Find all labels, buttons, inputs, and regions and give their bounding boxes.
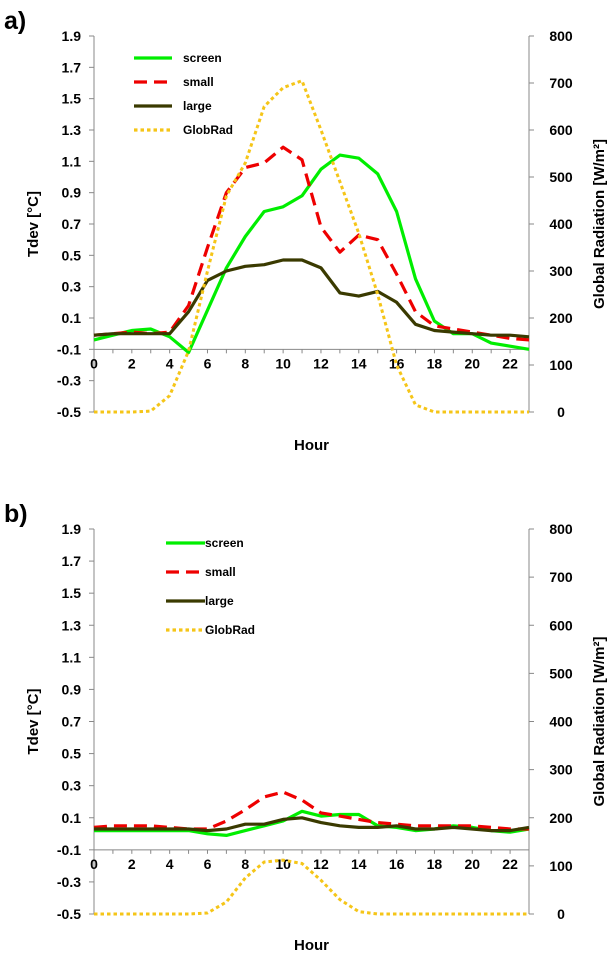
y2-tick-label: 700 [549, 75, 573, 91]
y2-tick-label: 600 [549, 122, 573, 138]
legend-label-globrad: GlobRad [183, 123, 233, 137]
x-axis-title: Hour [294, 937, 329, 954]
y-tick-label: 0.7 [62, 216, 82, 232]
y-tick-label: 1.3 [62, 122, 82, 138]
x-tick-label: 12 [313, 856, 329, 872]
y-axis-title: Tdev [°C] [25, 191, 42, 257]
series-line-globrad [94, 858, 529, 916]
x-tick-label: 10 [275, 856, 291, 872]
y-tick-label: -0.1 [57, 842, 81, 858]
y-tick-label: 0.5 [62, 746, 82, 762]
x-tick-label: 20 [464, 856, 480, 872]
y-tick-label: 1.9 [62, 28, 82, 44]
y2-tick-label: 0 [557, 906, 565, 922]
y-tick-label: 1.7 [62, 553, 82, 569]
x-tick-label: 22 [502, 355, 518, 371]
x-tick-label: 12 [313, 355, 329, 371]
y-tick-label: 1.5 [62, 91, 82, 107]
series-line-globrad [94, 79, 529, 414]
series-line-large [93, 258, 530, 339]
x-tick-label: 18 [427, 856, 443, 872]
y-tick-label: 1.5 [62, 585, 82, 601]
x-tick-label: 0 [90, 856, 98, 872]
legend-label-large: large [205, 594, 234, 608]
x-tick-label: 22 [502, 856, 518, 872]
y2-tick-label: 0 [557, 404, 565, 420]
legend-label-large: large [183, 99, 212, 113]
x-tick-label: 14 [351, 856, 367, 872]
x-tick-label: 10 [275, 355, 291, 371]
series-line-screen [93, 153, 530, 355]
y2-tick-label: 100 [549, 858, 573, 874]
x-tick-label: 18 [427, 355, 443, 371]
y-tick-label: 1.1 [62, 153, 82, 169]
y-tick-label: -0.3 [57, 373, 81, 389]
y2-tick-label: 700 [549, 569, 573, 585]
x-tick-label: 4 [166, 856, 174, 872]
y-tick-label: 0.3 [62, 279, 82, 295]
y-tick-label: 0.1 [62, 810, 82, 826]
series-line-large [94, 816, 530, 833]
x-tick-label: 16 [389, 355, 405, 371]
y-tick-label: 0.9 [62, 185, 82, 201]
legend-label-screen: screen [183, 51, 222, 65]
y2-tick-label: 800 [549, 521, 573, 537]
y2-tick-label: 500 [549, 665, 573, 681]
y2-tick-label: 200 [549, 810, 573, 826]
chart-b: -0.5 -0.3 -0.1 0.1 0.3 0.5 0.7 0.9 1.1 1.3 1.5 1.7 1… [25, 521, 608, 954]
panel-label-b: b) [4, 500, 28, 528]
y2-axis-title: Global Radiation [W/m²] [591, 637, 608, 807]
y-tick-label: 1.7 [62, 59, 82, 75]
y-tick-label: 0.9 [62, 681, 82, 697]
y-tick-label: 1.3 [62, 617, 82, 633]
legend-label-screen: screen [205, 536, 244, 550]
x-tick-label: 8 [241, 355, 249, 371]
y-tick-label: 0.3 [62, 778, 82, 794]
x-tick-label: 2 [128, 355, 136, 371]
series-line-screen [94, 809, 530, 838]
y-tick-label: -0.3 [57, 874, 81, 890]
x-tick-label: 0 [90, 355, 98, 371]
legend-label-globrad: GlobRad [205, 623, 255, 637]
y-tick-label: 1.1 [62, 649, 82, 665]
x-tick-label: 14 [351, 355, 367, 371]
y2-tick-label: 300 [549, 762, 573, 778]
y2-tick-label: 500 [549, 169, 573, 185]
legend-label-small: small [183, 75, 214, 89]
legend-label-small: small [205, 565, 236, 579]
y2-axis-title: Global Radiation [W/m²] [591, 139, 608, 309]
y2-tick-label: 600 [549, 617, 573, 633]
y2-tick-label: 400 [549, 216, 573, 232]
y2-tick-label: 400 [549, 714, 573, 730]
y-tick-label: 0.1 [62, 310, 82, 326]
y-tick-label: -0.1 [57, 341, 81, 357]
panel-label-a: a) [4, 7, 26, 35]
x-tick-label: 6 [204, 355, 212, 371]
y-tick-label: -0.5 [57, 404, 81, 420]
y2-tick-label: 800 [549, 28, 573, 44]
series-line-small [93, 790, 529, 831]
x-tick-label: 2 [128, 856, 136, 872]
chart-a: -0.5 -0.3 -0.1 0.1 0.3 0.5 0.7 0.9 1.1 1.3 1.5 1.7 1… [25, 28, 608, 454]
y2-tick-label: 200 [549, 310, 573, 326]
x-tick-label: 6 [204, 856, 212, 872]
x-tick-label: 4 [166, 355, 174, 371]
y2-tick-label: 100 [549, 357, 573, 373]
x-tick-label: 16 [389, 856, 405, 872]
y-axis-title: Tdev [°C] [25, 688, 42, 754]
y-tick-label: 0.7 [62, 714, 82, 730]
x-tick-label: 8 [241, 856, 249, 872]
y-tick-label: 0.5 [62, 247, 82, 263]
x-tick-label: 20 [464, 355, 480, 371]
y2-tick-label: 300 [549, 263, 573, 279]
x-axis-title: Hour [294, 437, 329, 454]
series-line-small [93, 145, 530, 342]
y-tick-label: 1.9 [62, 521, 82, 537]
y-tick-label: -0.5 [57, 906, 81, 922]
